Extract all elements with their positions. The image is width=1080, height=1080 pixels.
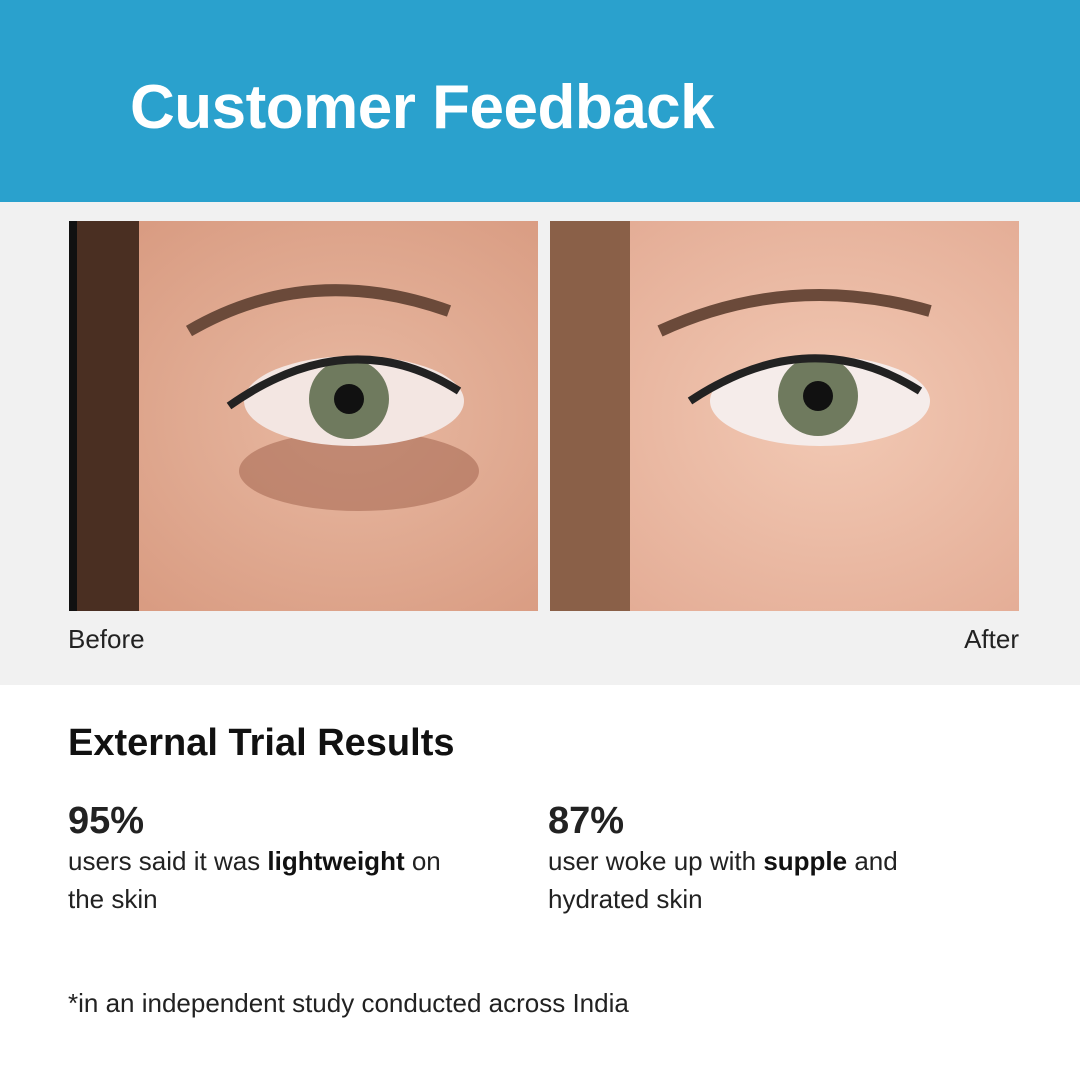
- header-banner: Customer Feedback: [0, 0, 1080, 202]
- stat-lightweight: 95% users said it was lightweight on the…: [68, 800, 448, 918]
- stat-value: 87%: [548, 800, 625, 842]
- after-label: After: [964, 624, 1019, 654]
- page-title: Customer Feedback: [130, 73, 715, 142]
- before-image: [69, 221, 538, 611]
- stat-supple: 87% user woke up with supple and hydrate…: [548, 800, 928, 918]
- stat-description: user woke up with supple and hydrated sk…: [548, 846, 898, 914]
- stat-value: 95%: [68, 800, 145, 842]
- stat-description: users said it was lightweight on the ski…: [68, 846, 441, 914]
- results-heading: External Trial Results: [68, 722, 455, 764]
- before-label: Before: [68, 624, 145, 654]
- after-image: [550, 221, 1019, 611]
- footnote: *in an independent study conducted acros…: [68, 988, 629, 1018]
